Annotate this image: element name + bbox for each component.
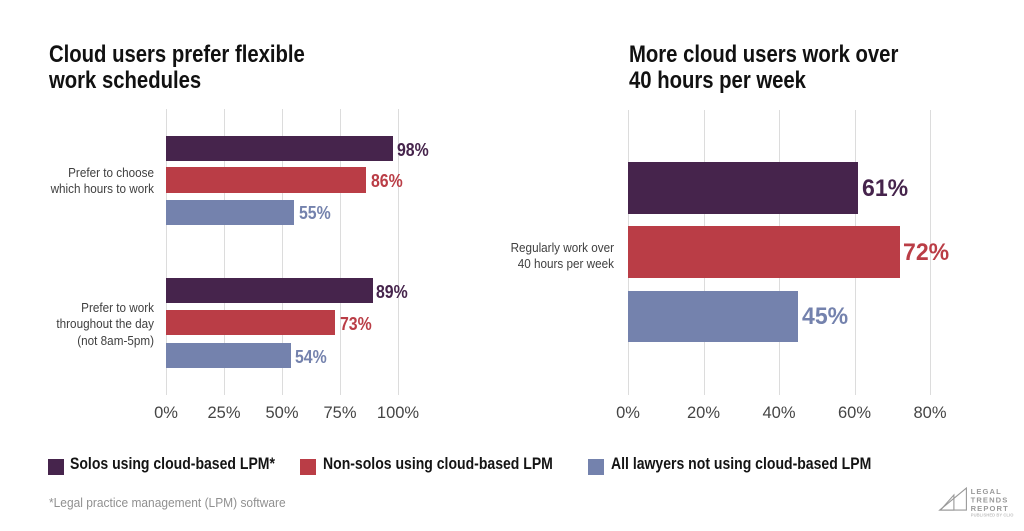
svg-text:LEGAL: LEGAL: [971, 487, 1002, 496]
svg-text:PUBLISHED BY CLIO: PUBLISHED BY CLIO: [971, 513, 1014, 518]
svg-text:TRENDS: TRENDS: [971, 496, 1009, 505]
svg-text:REPORT: REPORT: [971, 504, 1009, 513]
